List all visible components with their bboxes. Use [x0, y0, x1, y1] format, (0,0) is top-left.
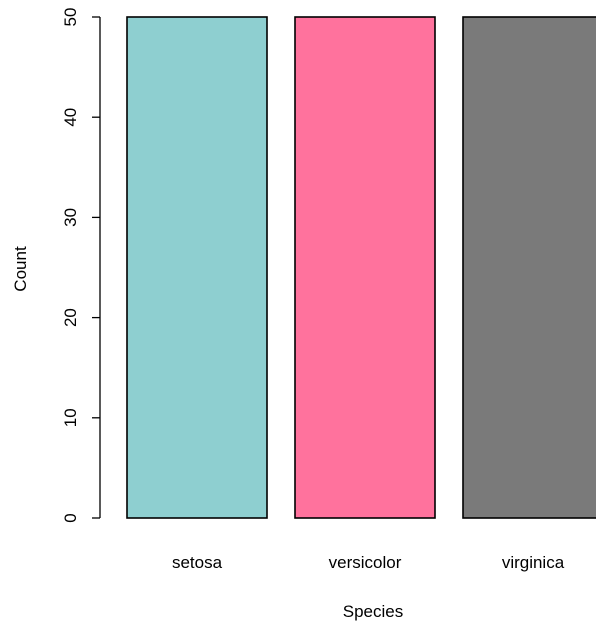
- y-axis-title: Count: [11, 246, 30, 292]
- y-tick-label: 20: [61, 308, 80, 327]
- bars: [126, 16, 596, 519]
- y-axis: 0 10 20 30 40 50: [61, 8, 101, 523]
- x-category-label-virginica: virginica: [502, 553, 565, 572]
- x-category-label-versicolor: versicolor: [329, 553, 402, 572]
- y-tick-label: 50: [61, 8, 80, 27]
- x-category-labels: setosa versicolor virginica: [172, 553, 565, 572]
- bar-setosa: [126, 16, 268, 519]
- x-category-label-setosa: setosa: [172, 553, 223, 572]
- y-tick-label: 10: [61, 408, 80, 427]
- y-tick-label: 0: [61, 513, 80, 522]
- y-tick-label: 30: [61, 208, 80, 227]
- y-tick-label: 40: [61, 108, 80, 127]
- x-axis-title: Species: [343, 602, 403, 621]
- bar-virginica: [462, 16, 596, 519]
- bar-versicolor: [294, 16, 436, 519]
